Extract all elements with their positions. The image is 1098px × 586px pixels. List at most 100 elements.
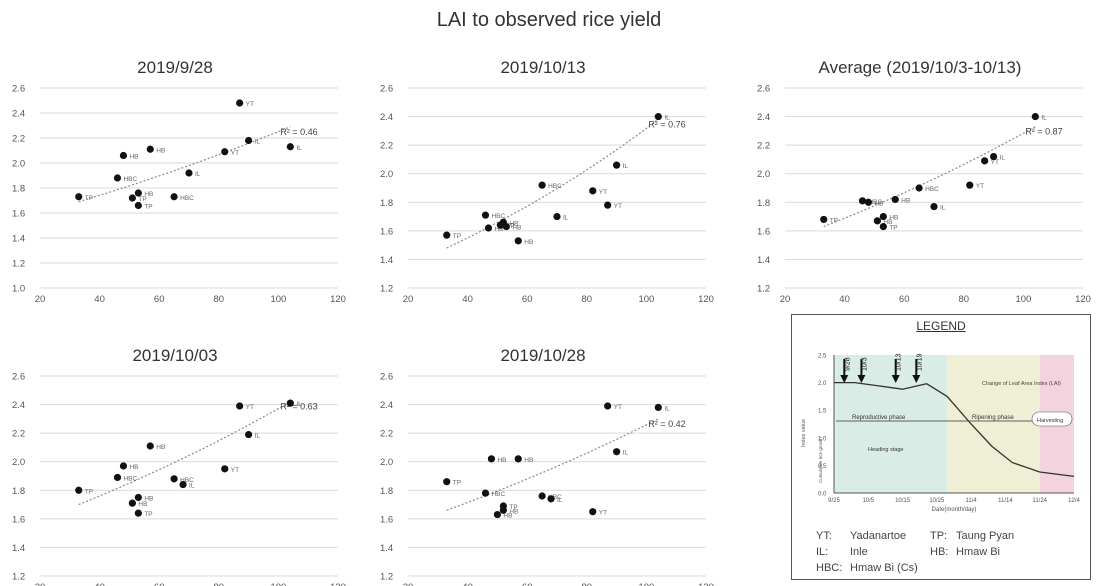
point-label: YT: [231, 467, 239, 474]
point-label: YT: [599, 510, 607, 517]
key-name: Hmaw Bi (Cs): [850, 562, 918, 574]
point-label: YT: [246, 404, 254, 411]
y-tick-label: 1.0: [12, 284, 25, 295]
point-label: YT: [614, 203, 622, 210]
date-arrow-head: [857, 375, 866, 383]
chart-panel-2019-10-03: 2019/10/03 1.2 1.4 1.6 1.8 2.0 2.2 2.4 2.6 20 40 6…: [0, 346, 350, 586]
point-label: HB: [138, 501, 147, 508]
x-tick-label: 120: [330, 582, 346, 586]
key-code: HBC:: [816, 562, 843, 574]
scatter-chart: 1.0 1.2 1.4 1.6 1.8 2.0 2.2 2.4 2.6 20 40 60 80 100 12…: [12, 84, 346, 306]
point-label: TP: [85, 488, 93, 495]
cumulative-note: Cumulative rice growth: [818, 437, 823, 483]
data-point: [589, 187, 597, 195]
point-label: HBC: [548, 494, 562, 501]
data-point: [553, 212, 561, 221]
point-label: IL: [1041, 115, 1047, 122]
data-point: [245, 430, 253, 439]
y-tick-label: 1.2: [12, 259, 25, 270]
y-tick-label: 1.2: [12, 572, 25, 583]
x-tick-label: 100: [638, 582, 654, 586]
x-tick-label: 60: [154, 582, 165, 586]
arrow-date-label: 9/28: [844, 357, 851, 371]
point-label: HB: [494, 226, 503, 233]
trend-line: [823, 126, 1036, 228]
data-point: [146, 442, 154, 450]
point-label: HB: [524, 239, 533, 246]
data-point: [538, 181, 546, 189]
point-label: YT: [991, 159, 999, 166]
inset-y-tick: 1.0: [818, 436, 827, 442]
key-name: Inle: [850, 546, 868, 558]
inset-y-tick: 0.0: [818, 492, 827, 498]
r-squared-label: R² = 0.46: [280, 127, 317, 137]
point-label: TP: [144, 204, 152, 211]
point-label: HBC: [180, 195, 194, 202]
chart-title: 2019/9/28: [137, 58, 213, 77]
data-point: [654, 403, 662, 412]
key-name: Taung Pyan: [956, 530, 1015, 542]
point-label: IL: [296, 145, 302, 152]
point-label: IL: [623, 163, 629, 170]
data-point: [221, 148, 229, 156]
lai-curve-label: Change of Leaf Area Index (LAI): [982, 381, 1061, 387]
data-point: [286, 143, 294, 151]
data-point: [502, 222, 510, 231]
point-label: YT: [231, 150, 239, 157]
point-label: TP: [453, 233, 461, 240]
x-tick-label: 80: [959, 294, 970, 305]
point-label: HBC: [868, 199, 882, 206]
y-tick-label: 2.2: [757, 141, 770, 152]
inset-x-label: Date(month/day): [932, 507, 977, 513]
data-point: [990, 152, 998, 161]
inset-y-tick: 1.5: [818, 409, 827, 415]
legend-box: LEGEND 0.0 0.5 1.0 1.5 2.0 2.5 9/25 10/5 10/15 10…: [791, 314, 1091, 580]
inset-x-tick: 10/25: [929, 498, 945, 504]
data-point: [499, 506, 507, 514]
data-point: [514, 455, 522, 463]
y-tick-label: 1.4: [757, 255, 770, 266]
data-point: [128, 499, 136, 507]
x-tick-label: 20: [403, 582, 414, 586]
data-point: [981, 157, 989, 165]
x-tick-label: 40: [462, 582, 473, 586]
y-tick-label: 1.2: [380, 284, 393, 295]
y-tick-label: 2.4: [12, 400, 25, 411]
data-point: [134, 201, 142, 210]
data-point: [75, 486, 83, 494]
data-point: [134, 493, 142, 502]
point-label: HB: [503, 513, 512, 520]
point-label: HBC: [491, 213, 505, 220]
point-label: TP: [506, 223, 514, 230]
point-label: HB: [497, 457, 506, 464]
data-point: [654, 112, 662, 121]
chart-title: 2019/10/28: [500, 346, 586, 365]
date-arrow-head: [840, 375, 849, 383]
inset-x-tick: 11/24: [1032, 498, 1047, 504]
y-tick-label: 2.4: [380, 112, 393, 123]
chart-title: 2019/10/13: [500, 58, 586, 77]
data-point: [915, 184, 923, 192]
x-tick-label: 40: [839, 294, 850, 305]
point-label: HB: [144, 495, 153, 502]
point-label: HB: [156, 444, 165, 451]
trend-line: [78, 126, 291, 203]
inset-x-tick: 10/5: [862, 498, 874, 504]
data-point: [589, 508, 597, 516]
y-tick-label: 1.6: [12, 514, 25, 525]
point-label: HB: [509, 508, 518, 515]
y-tick-label: 2.2: [380, 141, 393, 152]
x-tick-label: 20: [780, 294, 791, 305]
point-label: IL: [557, 497, 563, 504]
y-tick-label: 1.8: [12, 486, 25, 497]
legend-key-row: IL: Inle HB: Hmaw Bi: [816, 544, 1014, 560]
point-label: HB: [509, 220, 518, 227]
data-point: [170, 475, 178, 483]
data-point: [185, 169, 193, 177]
chart-panel-2019-9-28: 2019/9/28 1.0 1.2 1.4 1.6 1.8 2.0 2.2 2.4 2.6 20 4…: [0, 58, 350, 306]
data-point: [75, 193, 83, 201]
point-label: TP: [830, 217, 838, 224]
x-tick-label: 80: [582, 582, 593, 586]
y-tick-label: 1.4: [12, 234, 25, 245]
harvest-bubble: [1031, 411, 1073, 427]
